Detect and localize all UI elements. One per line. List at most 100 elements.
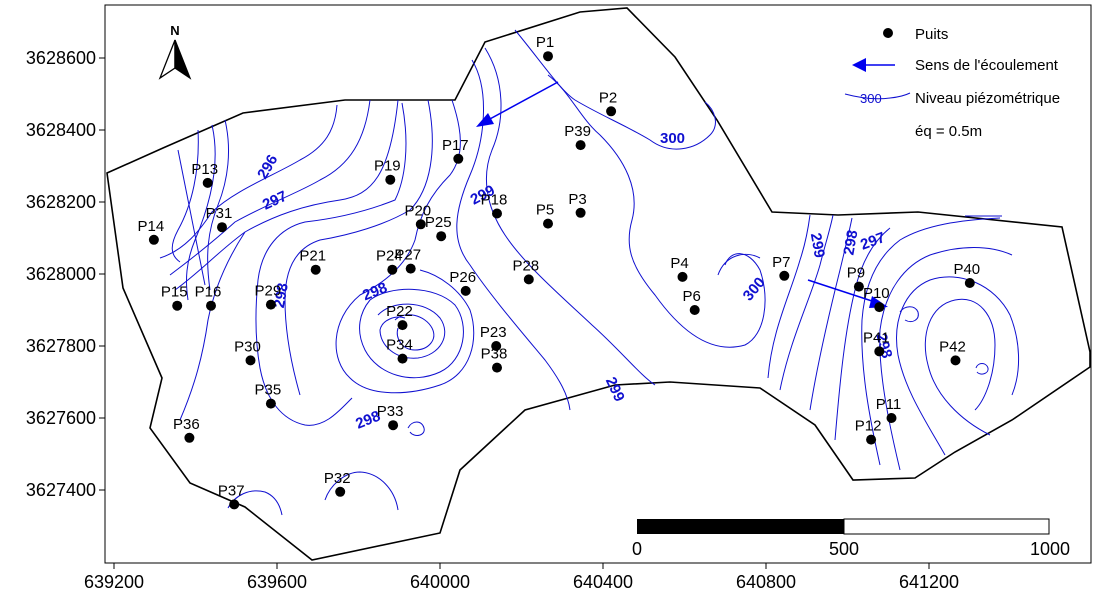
legend-contour-sample xyxy=(844,92,911,100)
y-tick-label: 3628200 xyxy=(26,192,96,212)
well-p11: P11 xyxy=(876,396,901,423)
well-label: P6 xyxy=(683,288,701,305)
x-axis: 639200 639600 640000 640400 640800 64120… xyxy=(84,563,959,592)
legend-contour-value: 300 xyxy=(860,91,882,106)
contour-line xyxy=(767,214,811,379)
contour-line xyxy=(335,99,475,394)
well-label: P18 xyxy=(481,192,508,209)
well-marker xyxy=(436,231,447,242)
well-p4: P4 xyxy=(670,255,689,282)
well-marker xyxy=(779,270,790,281)
contour-line xyxy=(394,314,435,351)
well-p40: P40 xyxy=(953,261,980,288)
plot-frame xyxy=(104,4,1092,564)
well-label: P39 xyxy=(564,123,591,140)
contour-line xyxy=(899,306,919,323)
contour-line xyxy=(171,129,199,263)
contour-value-label: 296 xyxy=(254,152,281,182)
well-p24: P24 xyxy=(376,248,403,275)
north-arrow-left-half xyxy=(158,39,176,80)
well-label: P17 xyxy=(442,137,469,154)
well-p13: P13 xyxy=(191,161,218,188)
contour-line xyxy=(227,490,283,516)
scale-bar-label: 500 xyxy=(829,539,859,559)
well-label: P40 xyxy=(953,261,980,278)
well-label: P5 xyxy=(536,202,554,219)
well-label: P16 xyxy=(195,284,222,301)
legend-contour-label: Niveau piézométrique xyxy=(915,90,1060,107)
well-label: P31 xyxy=(206,205,233,222)
contour-line xyxy=(186,124,216,301)
contour-line xyxy=(924,298,996,436)
well-marker xyxy=(397,320,408,331)
well-label: P14 xyxy=(138,218,165,235)
well-p6: P6 xyxy=(683,288,701,315)
contour-lines xyxy=(159,29,1019,516)
well-marker xyxy=(523,274,534,285)
well-label: P3 xyxy=(568,191,586,208)
well-label: P1 xyxy=(536,34,554,51)
well-marker xyxy=(575,140,586,151)
well-p1: P1 xyxy=(536,34,554,62)
well-marker xyxy=(964,278,975,288)
well-label: P7 xyxy=(772,254,790,271)
well-label: P13 xyxy=(191,161,218,178)
well-label: P25 xyxy=(425,214,452,231)
well-label: P12 xyxy=(855,418,882,435)
well-marker xyxy=(335,486,346,497)
well-marker xyxy=(677,271,688,282)
well-marker xyxy=(385,174,396,185)
well-marker xyxy=(245,355,256,366)
well-p18: P18 xyxy=(481,192,508,219)
contour-line xyxy=(779,214,834,391)
well-p34: P34 xyxy=(386,337,413,364)
contour-line xyxy=(207,119,229,291)
legend: Puits Sens de l'écoulement 300 Niveau pi… xyxy=(844,26,1060,140)
well-marker xyxy=(492,208,502,219)
well-marker xyxy=(206,300,216,311)
scale-bar-label: 0 xyxy=(632,539,642,559)
contour-line xyxy=(547,74,766,348)
flow-arrow-head xyxy=(476,113,494,127)
contour-value-label: 300 xyxy=(660,130,685,147)
legend-flow-label: Sens de l'écoulement xyxy=(915,57,1059,74)
well-p14: P14 xyxy=(138,218,165,245)
well-marker xyxy=(866,434,877,445)
well-p28: P28 xyxy=(512,257,539,285)
x-tick-label: 640000 xyxy=(410,572,470,592)
contour-line xyxy=(169,99,371,276)
well-marker xyxy=(606,106,617,117)
contour-line xyxy=(255,102,407,426)
well-marker xyxy=(229,499,240,510)
contour-line xyxy=(717,253,761,276)
well-p2: P2 xyxy=(599,89,617,117)
well-marker xyxy=(310,264,321,275)
well-p16: P16 xyxy=(195,284,222,311)
y-tick-label: 3628000 xyxy=(26,264,96,284)
scale-bar-label: 1000 xyxy=(1030,539,1070,559)
well-marker xyxy=(202,177,213,188)
y-tick-label: 3627800 xyxy=(26,336,96,356)
contour-value-label: 300 xyxy=(740,274,769,304)
contour-line xyxy=(159,104,338,259)
wells-layer: P1 P2 P3 P4 P5 P6 P7 P9 P10 P11 P12 P13 P14 P15 P16 P17… xyxy=(138,34,980,510)
contour-value-label: 298 xyxy=(360,279,390,304)
y-tick-label: 3627400 xyxy=(26,480,96,500)
contour-value-label: 297 xyxy=(260,188,290,214)
contour-line xyxy=(407,421,425,436)
scale-bar: 0 500 1000 xyxy=(632,518,1070,559)
well-p10: P10 xyxy=(863,285,890,313)
well-p12: P12 xyxy=(855,418,882,445)
well-p38: P38 xyxy=(481,346,507,373)
study-area-boundary xyxy=(106,7,1091,561)
north-label: N xyxy=(170,23,179,38)
well-p27: P27 xyxy=(394,247,421,274)
well-marker xyxy=(405,263,416,274)
well-marker xyxy=(387,264,398,275)
well-label: P15 xyxy=(161,284,188,301)
well-p21: P21 xyxy=(299,248,326,275)
well-label: P27 xyxy=(394,247,421,264)
well-p41: P41 xyxy=(863,329,890,357)
well-p23: P23 xyxy=(480,324,507,351)
